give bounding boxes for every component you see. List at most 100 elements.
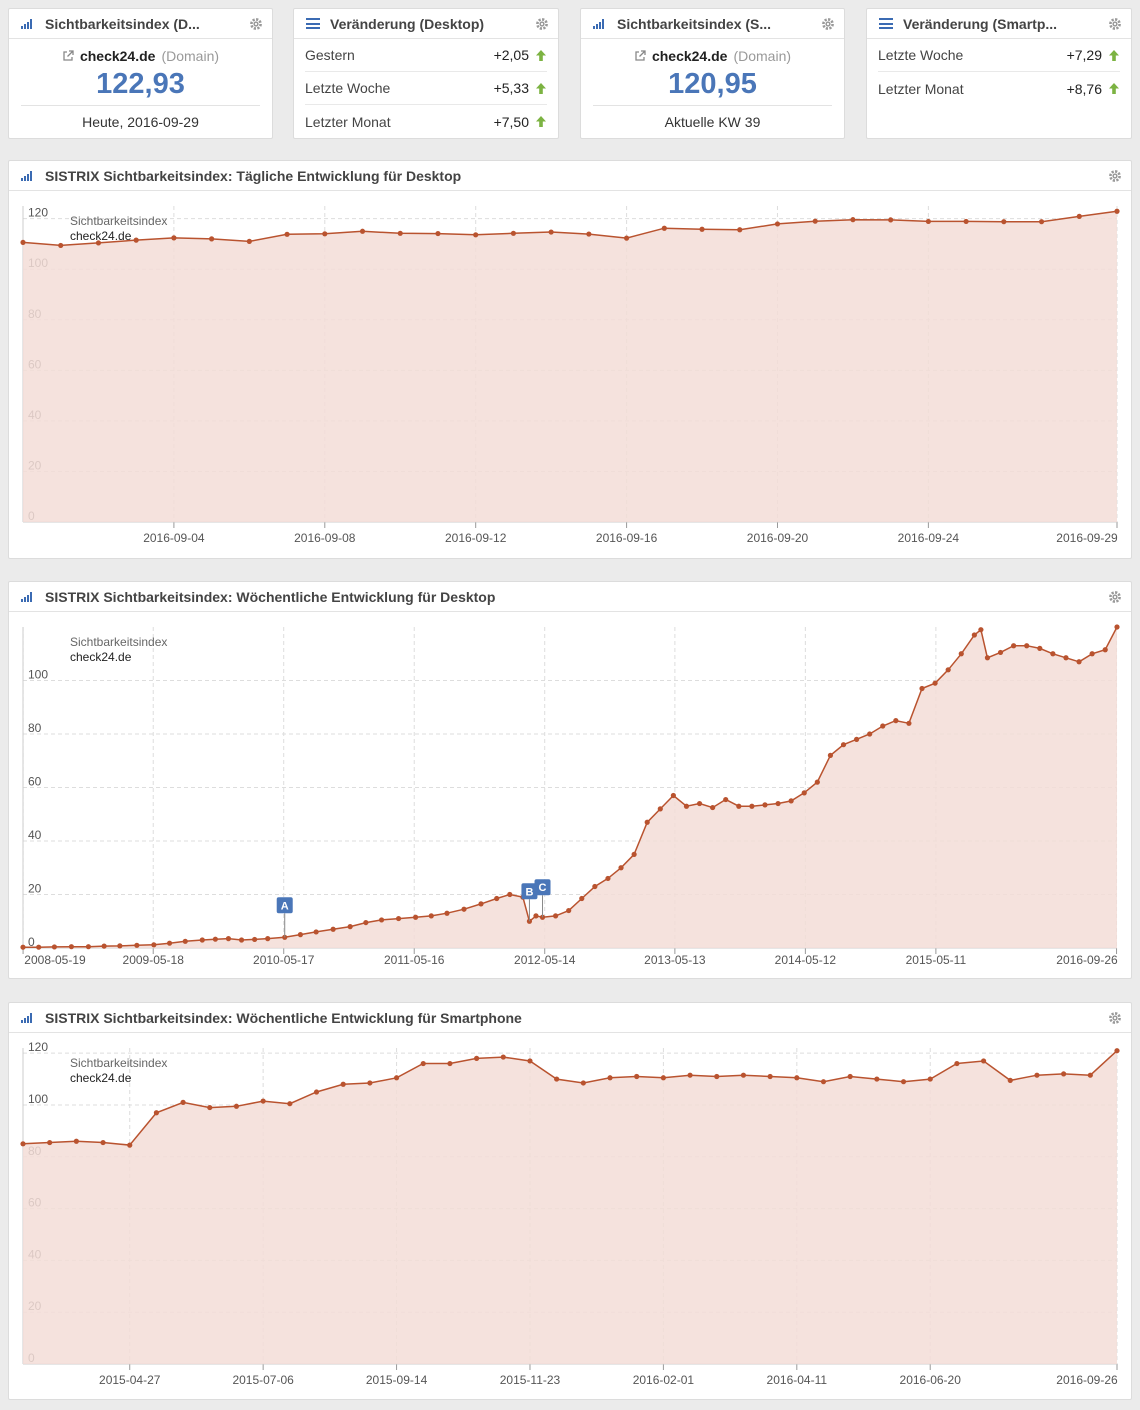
data-point <box>478 901 484 907</box>
data-point <box>814 779 820 785</box>
data-point <box>101 943 107 949</box>
data-point <box>660 1075 666 1081</box>
x-tick-label: 2014-05-12 <box>775 953 837 967</box>
data-point <box>932 680 938 686</box>
data-point <box>847 1073 853 1080</box>
data-point <box>580 1080 586 1086</box>
data-point <box>850 217 856 223</box>
data-point <box>971 632 977 638</box>
data-point <box>762 802 768 808</box>
data-point <box>252 936 258 943</box>
data-point <box>1063 655 1069 661</box>
data-point <box>363 919 369 926</box>
data-point <box>906 720 912 726</box>
x-tick-label: 2009-05-18 <box>123 953 185 967</box>
data-point <box>100 1139 106 1146</box>
data-point <box>794 1075 800 1081</box>
change-smartphone-header: Veränderung (Smartp... <box>867 9 1131 39</box>
arrow-up-icon <box>536 82 546 94</box>
gear-icon[interactable] <box>1108 169 1122 183</box>
data-point <box>133 237 139 243</box>
gear-icon[interactable] <box>249 17 263 31</box>
list-icon <box>306 18 320 29</box>
data-point <box>840 742 847 748</box>
weekly-desktop-chart-title: SISTRIX Sichtbarkeitsindex: Wöchentliche… <box>45 588 496 605</box>
data-point <box>644 819 650 825</box>
annotation-flag <box>534 879 551 896</box>
data-point <box>586 231 592 237</box>
data-point <box>607 1075 613 1081</box>
series-area <box>23 1050 1117 1364</box>
gear-icon[interactable] <box>1108 1011 1122 1025</box>
gear-icon[interactable] <box>535 17 549 31</box>
data-point <box>820 1079 827 1085</box>
data-point <box>699 226 705 232</box>
kpi-smartphone-value: 120,95 <box>668 68 757 100</box>
signal-bars-icon <box>21 591 35 602</box>
series-line <box>22 1050 1118 1146</box>
weekly-desktop-chart[interactable]: 0 20 40 60 80 100 2008-05-19 2009-05-18 2010-05-… <box>9 613 1131 978</box>
x-tick-label: 2016-09-12 <box>445 531 507 545</box>
series-area <box>23 627 1117 948</box>
x-tick-label: 2015-07-06 <box>232 1373 294 1387</box>
y-tick-label: 20 <box>28 882 42 896</box>
daily-desktop-chart-box: SISTRIX Sichtbarkeitsindex: Tägliche Ent… <box>8 160 1132 559</box>
kpi-desktop-date: Heute, 2016-09-29 <box>82 114 199 130</box>
x-tick-label: 2011-05-16 <box>384 953 445 967</box>
daily-desktop-chart-title: SISTRIX Sichtbarkeitsindex: Tägliche Ent… <box>45 167 462 184</box>
kpi-desktop-domain-line: check24.de (Domain) <box>9 48 272 64</box>
legend-label: Sichtbarkeitsindex <box>70 214 167 228</box>
kpi-smartphone-domain[interactable]: check24.de <box>651 48 728 64</box>
external-link-icon[interactable] <box>634 50 646 62</box>
data-point <box>736 803 742 809</box>
annotation-label: C <box>539 882 547 894</box>
external-link-icon[interactable] <box>62 50 74 62</box>
kpi-desktop-header: Sichtbarkeitsindex (D... <box>9 9 272 39</box>
kpi-desktop-domain[interactable]: check24.de <box>79 48 156 64</box>
gear-icon[interactable] <box>1108 590 1122 604</box>
arrow-up-icon <box>536 49 546 61</box>
data-point <box>507 891 513 898</box>
data-point <box>199 937 205 943</box>
change-smartphone-title: Veränderung (Smartp... <box>903 15 1058 32</box>
data-point <box>554 1076 560 1082</box>
data-point <box>209 236 215 242</box>
x-tick-label: 2008-05-19 <box>24 953 86 967</box>
data-point <box>919 685 925 692</box>
kpi-desktop-domain-type: (Domain) <box>161 48 220 64</box>
data-point <box>447 1060 453 1067</box>
data-point <box>428 913 434 919</box>
data-point <box>36 944 42 950</box>
data-point <box>127 1142 133 1148</box>
data-point <box>925 218 931 225</box>
legend-series: check24.de <box>70 650 132 664</box>
data-point <box>788 798 794 804</box>
change-label: Letzte Woche <box>878 47 964 63</box>
weekly-smartphone-chart-box: SISTRIX Sichtbarkeitsindex: Wöchentliche… <box>8 1002 1132 1400</box>
gear-icon[interactable] <box>821 17 835 31</box>
data-point <box>1114 208 1120 214</box>
legend-label: Sichtbarkeitsindex <box>70 635 167 649</box>
data-point <box>1114 624 1120 630</box>
change-label: Letzter Monat <box>305 113 391 130</box>
legend-series: check24.de <box>70 1071 132 1085</box>
data-point <box>774 221 781 227</box>
x-tick-label: 2016-09-26 <box>1056 1373 1118 1387</box>
data-point <box>605 875 611 882</box>
data-point <box>51 944 58 950</box>
gear-icon[interactable] <box>1108 17 1122 31</box>
weekly-smartphone-chart[interactable]: 0204060801001202015-04-272015-07-062015-… <box>9 1034 1131 1399</box>
daily-desktop-chart[interactable]: 0204060801001202016-09-042016-09-082016-… <box>9 192 1131 558</box>
data-point <box>246 238 252 244</box>
data-point <box>1024 643 1030 649</box>
data-point <box>740 1072 747 1078</box>
y-tick-label: 120 <box>28 1040 48 1054</box>
x-tick-label: 2013-05-13 <box>644 953 706 967</box>
data-point <box>207 1104 213 1111</box>
change-desktop-box: Veränderung (Desktop) Gestern +2,05 Letz… <box>293 8 559 139</box>
y-tick-label: 80 <box>28 721 42 735</box>
data-point <box>435 230 441 237</box>
data-point <box>579 895 585 902</box>
data-point <box>533 913 539 919</box>
data-point <box>260 1098 266 1104</box>
